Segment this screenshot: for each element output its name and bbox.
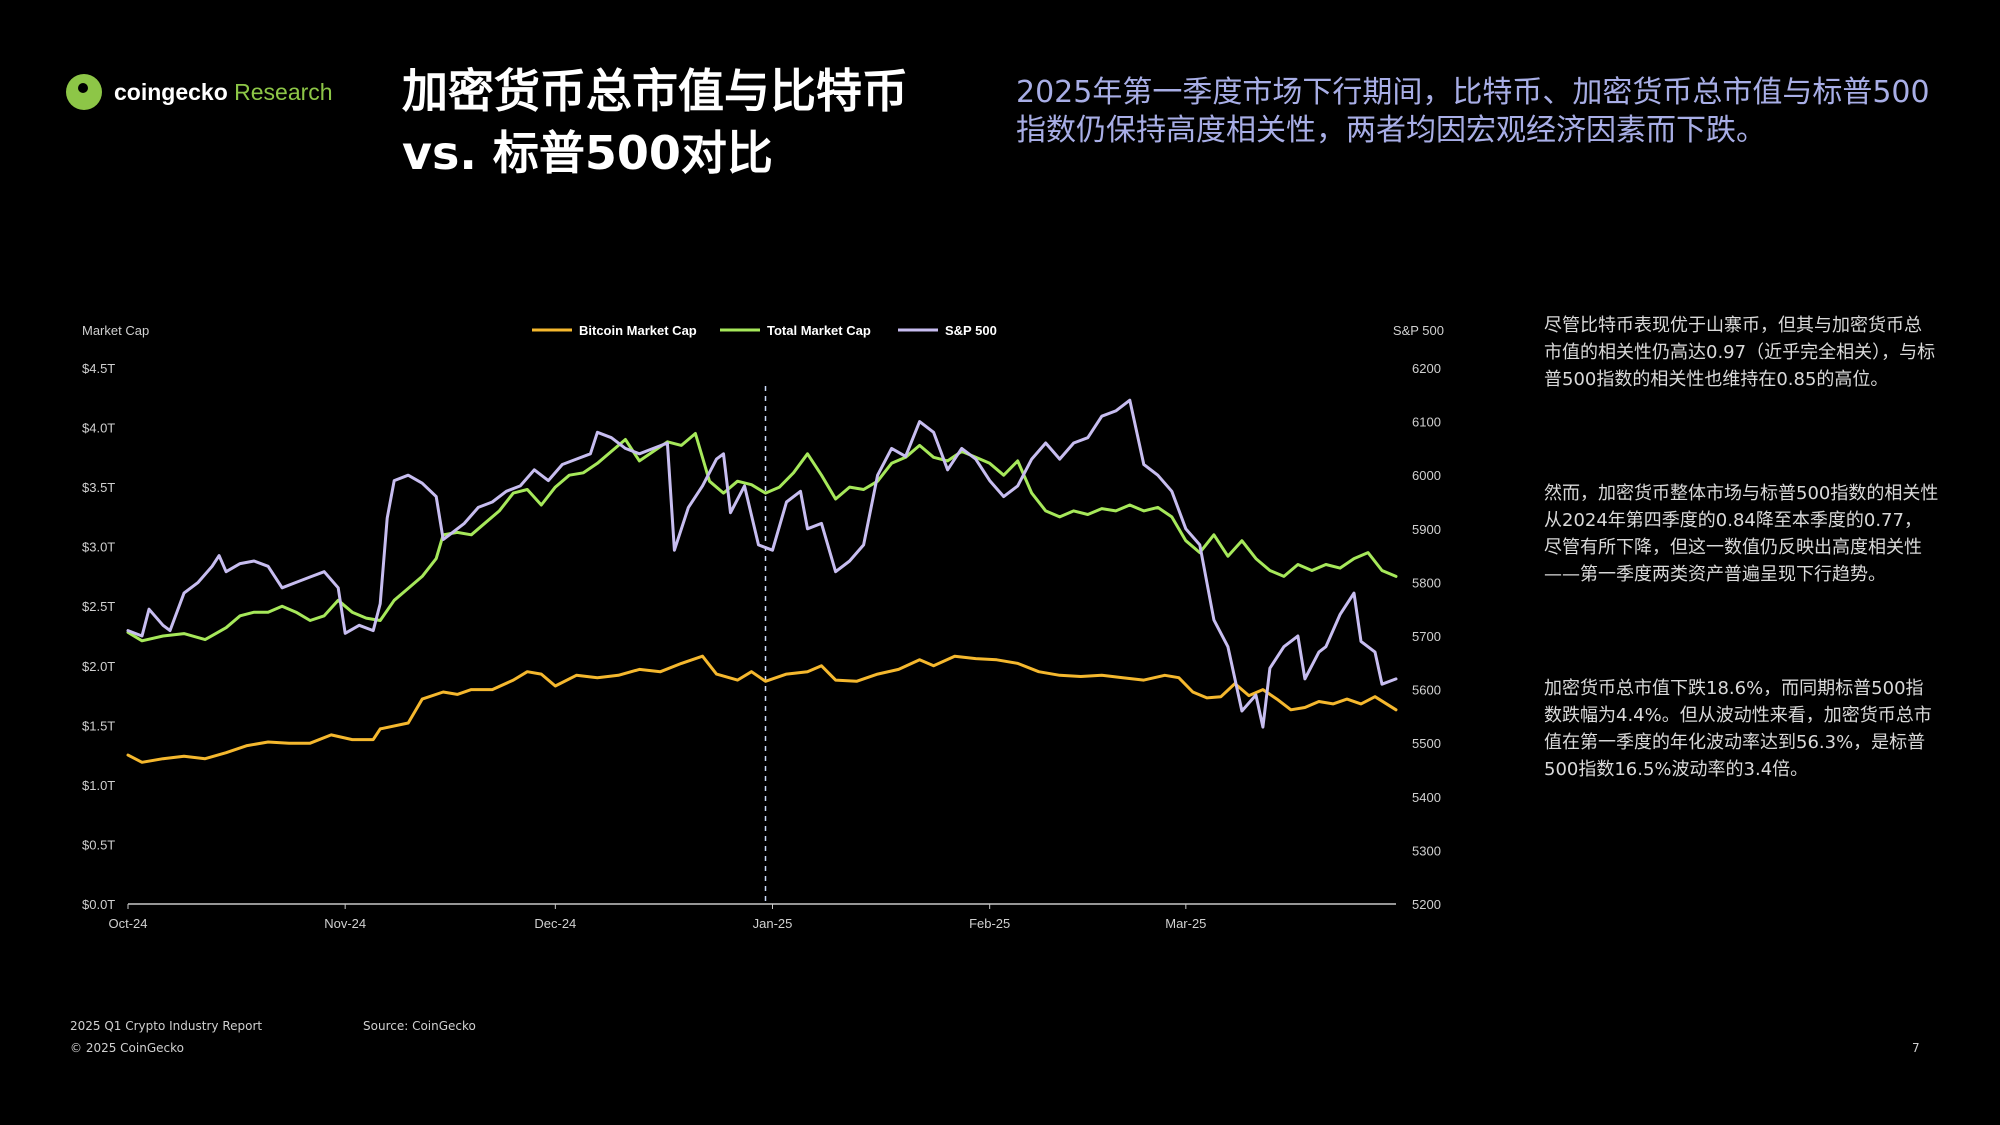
- x-tick-label: Feb-25: [969, 916, 1010, 931]
- x-tick-label: Dec-24: [534, 916, 576, 931]
- side-note-2: 然而，加密货币整体市场与标普500指数的相关性从2024年第四季度的0.84降至…: [1544, 483, 1939, 585]
- page-title: 加密货币总市值与比特币 vs. 标普500对比: [402, 60, 962, 184]
- right-tick-label: 5500: [1412, 736, 1441, 751]
- x-tick-label: Jan-25: [753, 916, 793, 931]
- right-tick-label: 5900: [1412, 522, 1441, 537]
- legend-label-bitcoin-market-cap: Bitcoin Market Cap: [579, 323, 697, 338]
- legend-label-total-market-cap: Total Market Cap: [767, 323, 871, 338]
- page-subtitle: 2025年第一季度市场下行期间，比特币、加密货币总市值与标普500指数仍保持高度…: [1016, 75, 1930, 148]
- right-tick-label: 5800: [1412, 575, 1441, 590]
- x-tick-label: Mar-25: [1165, 916, 1206, 931]
- left-tick-label: $4.5T: [82, 361, 115, 376]
- series-line-bitcoin-market-cap: [126, 654, 1398, 764]
- left-tick-label: $2.5T: [82, 599, 115, 614]
- series-line-total-market-cap: [126, 432, 1398, 643]
- coingecko-gecko-icon: [66, 74, 102, 110]
- side-note-1: 尽管比特币表现优于山寨币，但其与加密货币总市值的相关性仍高达0.97（近乎完全相…: [1544, 315, 1936, 390]
- x-tick-label: Oct-24: [108, 916, 147, 931]
- right-tick-label: 5300: [1412, 843, 1441, 858]
- footer-copyright: © 2025 CoinGecko: [70, 1041, 184, 1055]
- series-line-s-p-500: [126, 398, 1398, 729]
- footer-report-name: 2025 Q1 Crypto Industry Report: [70, 1019, 263, 1033]
- left-tick-label: $3.5T: [82, 480, 115, 495]
- left-tick-label: $0.5T: [82, 837, 115, 852]
- right-tick-label: 5400: [1412, 790, 1441, 805]
- side-note-3: 加密货币总市值下跌18.6%，而同期标普500指数跌幅为4.4%。但从波动性来看…: [1544, 678, 1932, 780]
- right-tick-label: 5200: [1412, 897, 1441, 912]
- left-tick-label: $3.0T: [82, 540, 115, 555]
- page-title-line2: vs. 标普500对比: [402, 126, 773, 180]
- right-tick-label: 6000: [1412, 468, 1441, 483]
- right-tick-label: 5600: [1412, 683, 1441, 698]
- brand-logo: coingecko Research: [66, 74, 333, 110]
- legend-label-s-p-500: S&P 500: [945, 323, 997, 338]
- brand-name-part2: Research: [227, 78, 333, 105]
- footer-source: Source: CoinGecko: [363, 1019, 476, 1033]
- page-number: 7: [1912, 1041, 1920, 1055]
- market-cap-vs-sp500-chart: Market Cap S&P 500 $0.0T $0.5T $1.0T $1.5T $2.…: [82, 323, 1444, 931]
- left-tick-label: $0.0T: [82, 897, 115, 912]
- left-tick-label: $4.0T: [82, 421, 115, 436]
- left-tick-label: $1.5T: [82, 718, 115, 733]
- brand-name: coingecko Research: [114, 79, 333, 106]
- page-title-line1: 加密货币总市值与比特币: [402, 64, 908, 118]
- brand-name-part1: coingecko: [114, 78, 228, 105]
- right-tick-label: 5700: [1412, 629, 1441, 644]
- left-axis-title: Market Cap: [82, 323, 149, 338]
- right-axis-title: S&P 500: [1393, 323, 1444, 338]
- x-tick-label: Nov-24: [324, 916, 366, 931]
- left-tick-label: $2.0T: [82, 659, 115, 674]
- left-tick-label: $1.0T: [82, 778, 115, 793]
- right-tick-label: 6100: [1412, 415, 1441, 430]
- right-tick-label: 6200: [1412, 361, 1441, 376]
